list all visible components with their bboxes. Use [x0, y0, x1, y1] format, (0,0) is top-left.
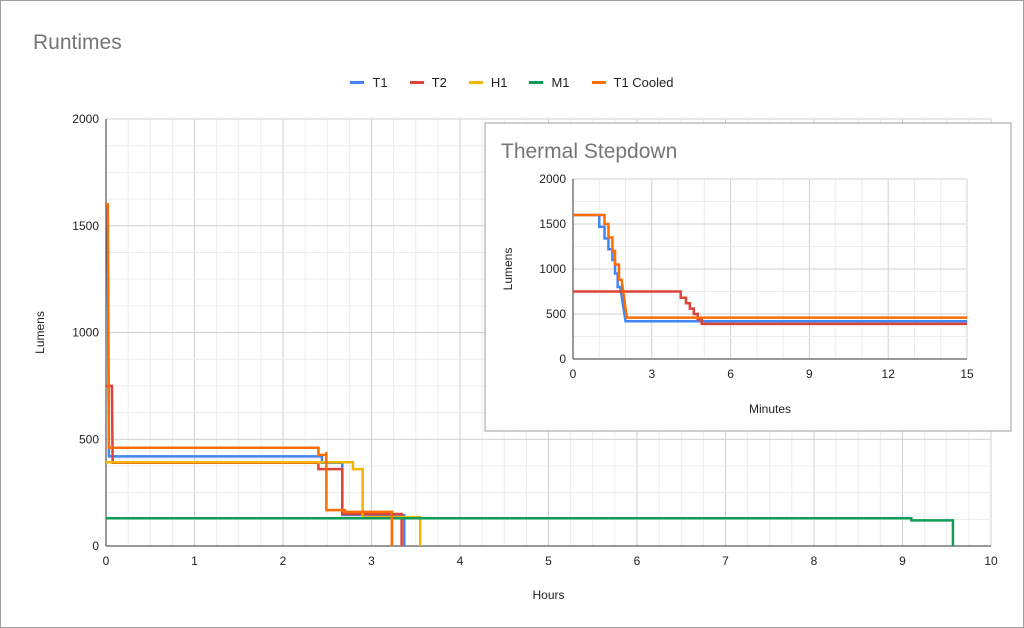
legend-swatch: [468, 81, 483, 84]
series-line-h1: [106, 461, 422, 546]
y-tick-label: 2000: [539, 172, 566, 186]
x-tick-label: 9: [806, 367, 813, 381]
legend-swatch: [350, 81, 365, 84]
inset-box: [484, 122, 1012, 432]
series-line-t1-cooled: [573, 213, 967, 319]
legend-label: M1: [551, 75, 570, 90]
legend-swatch: [529, 81, 544, 84]
x-axis-label: Minutes: [749, 402, 791, 416]
x-tick-label: 8: [811, 554, 818, 568]
series-line-t2: [106, 384, 403, 546]
x-tick-label: 5: [545, 554, 552, 568]
y-tick-label: 1500: [539, 217, 566, 231]
legend-label: H1: [490, 75, 508, 90]
legend-item-h1[interactable]: H1: [468, 75, 508, 90]
x-tick-label: 3: [368, 554, 375, 568]
x-tick-label: 4: [457, 554, 464, 568]
x-axis-label: Hours: [532, 588, 564, 602]
x-tick-label: 1: [191, 554, 198, 568]
legend-item-t2[interactable]: T2: [409, 75, 447, 90]
y-tick-label: 0: [559, 352, 566, 366]
y-tick-label: 1000: [72, 326, 99, 340]
y-tick-label: 500: [79, 432, 99, 446]
y-tick-label: 500: [546, 307, 566, 321]
legend-swatch: [591, 81, 606, 84]
legend-label: T1 Cooled: [613, 75, 674, 90]
legend: T1 T2 H1 M1 T1 Cooled: [0, 75, 1024, 90]
x-tick-label: 15: [960, 367, 974, 381]
x-tick-label: 0: [570, 367, 577, 381]
legend-item-t1-cooled[interactable]: T1 Cooled: [591, 75, 674, 90]
y-axis-label: Lumens: [33, 311, 47, 354]
legend-item-m1[interactable]: M1: [529, 75, 570, 90]
legend-label: T1: [372, 75, 388, 90]
y-tick-label: 1000: [539, 262, 566, 276]
x-tick-label: 7: [722, 554, 729, 568]
plot-1: 0 3 6 9 12 15 0 500 1000 1500 2000 Minutes Lumens: [501, 172, 974, 416]
x-tick-label: 0: [103, 554, 110, 568]
y-tick-label: 0: [92, 539, 99, 553]
legend-label: T2: [431, 75, 447, 90]
series-line-m1: [106, 516, 955, 546]
x-tick-label: 6: [727, 367, 734, 381]
x-tick-label: 2: [280, 554, 287, 568]
legend-swatch: [409, 81, 424, 84]
x-tick-label: 12: [882, 367, 896, 381]
x-tick-label: 6: [634, 554, 641, 568]
inset-title: Thermal Stepdown: [501, 140, 677, 163]
x-tick-label: 9: [899, 554, 906, 568]
y-axis-label: Lumens: [501, 248, 515, 291]
y-tick-label: 2000: [72, 112, 99, 126]
series-line-t1: [573, 213, 967, 323]
legend-item-t1[interactable]: T1: [350, 75, 388, 90]
y-tick-label: 1500: [72, 219, 99, 233]
series-line-t2: [573, 290, 967, 326]
chart-title: Runtimes: [33, 31, 122, 54]
x-tick-label: 10: [984, 554, 998, 568]
series-line-t1-cooled: [106, 203, 394, 546]
x-tick-label: 3: [648, 367, 655, 381]
